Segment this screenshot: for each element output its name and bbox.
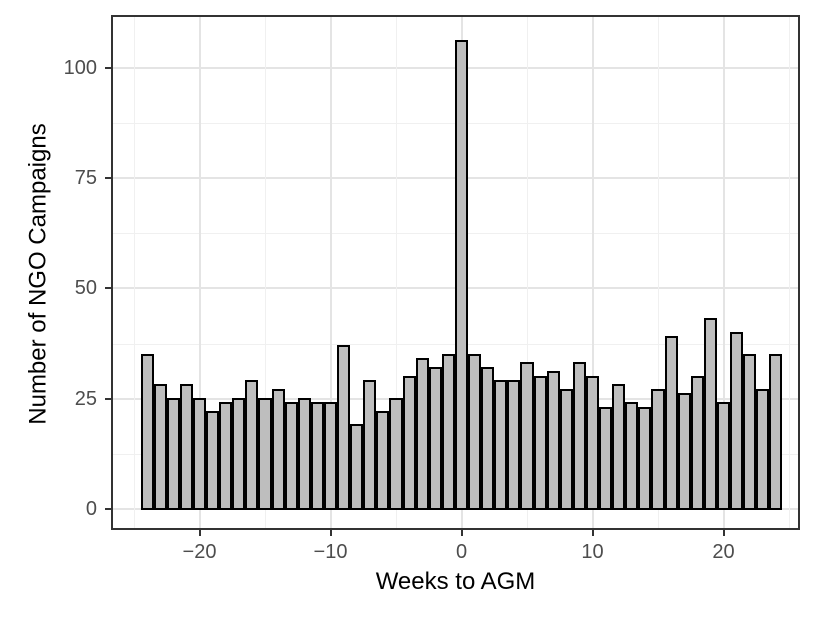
histogram-bar [350, 424, 364, 510]
y-tick-mark [105, 397, 111, 400]
histogram-bar [612, 384, 626, 510]
y-tick-label: 100 [63, 56, 97, 79]
histogram-bar [546, 371, 560, 510]
x-minor-gridline [658, 15, 659, 530]
x-minor-gridline [527, 15, 528, 530]
histogram-bar [284, 402, 298, 510]
histogram-bar [651, 388, 665, 510]
histogram-bar [245, 380, 259, 510]
histogram-bar [454, 40, 469, 510]
x-major-gridline [329, 15, 332, 530]
histogram-bar [166, 397, 180, 510]
histogram-bar [507, 380, 521, 510]
x-minor-gridline [396, 15, 397, 530]
histogram-bar [428, 366, 442, 510]
x-tick-mark [198, 530, 201, 536]
y-tick-label: 25 [74, 387, 97, 410]
histogram-bar [232, 397, 246, 510]
histogram-bar [271, 388, 285, 510]
histogram-bar [520, 362, 534, 510]
histogram-bar [192, 397, 207, 510]
histogram-bar [323, 402, 338, 510]
histogram-bar [743, 353, 757, 510]
y-tick-mark [105, 66, 111, 69]
histogram-bar [258, 397, 272, 510]
histogram-bar [625, 402, 639, 510]
x-major-gridline [722, 15, 725, 530]
histogram-bar [337, 344, 351, 510]
x-minor-gridline [265, 15, 266, 530]
histogram-bar [206, 410, 220, 510]
x-tick-label: 20 [712, 541, 735, 563]
histogram-bar [533, 375, 547, 510]
histogram-bar [730, 331, 744, 510]
histogram-bar [664, 335, 678, 510]
y-tick-mark [105, 287, 111, 290]
x-tick-mark [591, 530, 594, 536]
histogram-bar [441, 353, 455, 510]
x-tick-label: 0 [455, 541, 468, 563]
histogram-bar [179, 384, 193, 510]
y-tick-label: 75 [74, 167, 97, 190]
histogram-bar [703, 318, 717, 510]
histogram-bar [310, 402, 324, 510]
histogram-bar [599, 406, 613, 510]
histogram-bar [389, 397, 403, 510]
histogram-bar [140, 353, 154, 510]
histogram-bar [376, 410, 390, 510]
histogram-bar [638, 406, 652, 510]
histogram-bar [690, 375, 704, 510]
histogram-bar [677, 393, 691, 510]
x-tick-label: −10 [313, 541, 348, 563]
histogram-bar [481, 366, 495, 510]
histogram-bar [219, 402, 233, 510]
y-tick-mark [105, 508, 111, 510]
x-minor-gridline [789, 15, 790, 530]
x-tick-mark [460, 530, 463, 536]
x-tick-mark [722, 530, 725, 536]
x-tick-label: −20 [182, 541, 217, 563]
histogram-bar [402, 375, 416, 510]
histogram-bar [153, 384, 167, 510]
y-tick-mark [105, 177, 111, 180]
y-tick-label: 50 [74, 277, 97, 300]
y-axis-title: Number of NGO Campaigns [24, 123, 52, 425]
histogram-bar [585, 375, 600, 510]
x-tick-mark [329, 530, 332, 536]
x-major-gridline [198, 15, 201, 530]
x-minor-gridline [134, 15, 135, 530]
histogram-bar [572, 362, 586, 510]
y-tick-label: 0 [85, 498, 97, 520]
histogram-bar [468, 353, 482, 510]
histogram-bar [716, 402, 731, 510]
x-axis-title: Weeks to AGM [375, 568, 536, 595]
histogram-bar [363, 380, 377, 510]
histogram-bar [415, 357, 429, 510]
histogram-bar [297, 397, 311, 510]
x-major-gridline [591, 15, 594, 530]
histogram-bar [494, 380, 508, 510]
histogram-bar [559, 388, 573, 510]
histogram-bar [769, 353, 783, 510]
plot-panel [111, 15, 800, 530]
histogram-bar [756, 388, 770, 510]
x-tick-label: 10 [581, 541, 604, 563]
